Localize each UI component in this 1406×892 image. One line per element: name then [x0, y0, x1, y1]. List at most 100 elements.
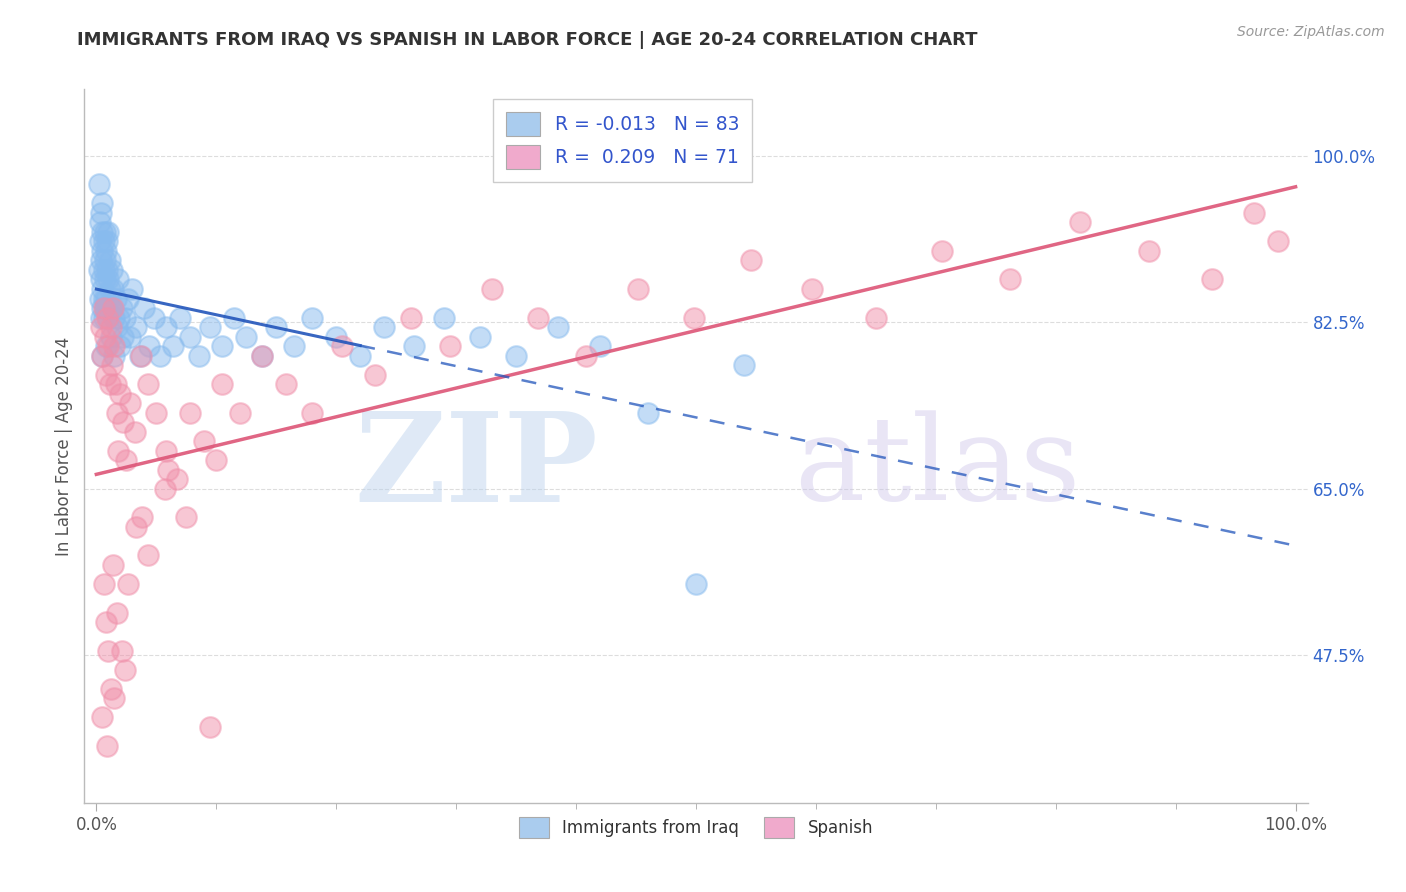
- Point: [733, 358, 755, 372]
- Point: [96, 235, 118, 249]
- Point: [124, 425, 146, 439]
- Point: [90, 253, 112, 268]
- Point: [105, 406, 128, 420]
- Point: [117, 292, 139, 306]
- Point: [104, 377, 127, 392]
- Point: [98, 253, 121, 268]
- Text: IMMIGRANTS FROM IRAQ VS SPANISH IN LABOR FORCE | AGE 20-24 CORRELATION CHART: IMMIGRANTS FROM IRAQ VS SPANISH IN LABOR…: [77, 31, 977, 49]
- Point: [1267, 235, 1289, 249]
- Point: [1201, 272, 1223, 286]
- Point: [101, 263, 124, 277]
- Point: [142, 310, 165, 325]
- Point: [105, 606, 128, 620]
- Point: [97, 310, 120, 325]
- Point: [91, 710, 114, 724]
- Point: [93, 310, 115, 325]
- Point: [90, 206, 112, 220]
- Point: [439, 339, 461, 353]
- Point: [91, 349, 114, 363]
- Point: [93, 577, 115, 591]
- Point: [110, 386, 132, 401]
- Point: [104, 292, 127, 306]
- Point: [264, 320, 287, 334]
- Point: [174, 510, 197, 524]
- Point: [96, 739, 118, 753]
- Point: [98, 282, 121, 296]
- Point: [91, 225, 114, 239]
- Point: [637, 406, 659, 420]
- Point: [129, 349, 152, 363]
- Point: [433, 310, 456, 325]
- Point: [131, 510, 153, 524]
- Point: [87, 178, 110, 192]
- Point: [157, 463, 180, 477]
- Point: [105, 320, 128, 334]
- Point: [229, 406, 252, 420]
- Point: [179, 329, 201, 343]
- Point: [250, 349, 273, 363]
- Point: [93, 225, 117, 239]
- Point: [100, 681, 122, 696]
- Point: [627, 282, 650, 296]
- Point: [589, 339, 612, 353]
- Point: [91, 301, 114, 315]
- Point: [94, 615, 117, 629]
- Point: [101, 301, 124, 315]
- Point: [1069, 215, 1091, 229]
- Point: [93, 272, 117, 286]
- Point: [205, 453, 228, 467]
- Point: [118, 396, 141, 410]
- Point: [188, 349, 211, 363]
- Point: [468, 329, 491, 343]
- Point: [1137, 244, 1160, 258]
- Point: [93, 235, 115, 249]
- Point: [103, 310, 125, 325]
- Point: [865, 310, 887, 325]
- Point: [107, 272, 129, 286]
- Point: [93, 329, 117, 343]
- Point: [235, 329, 257, 343]
- Point: [301, 310, 323, 325]
- Point: [110, 643, 132, 657]
- Point: [91, 349, 114, 363]
- Point: [404, 339, 426, 353]
- Point: [193, 434, 215, 449]
- Point: [87, 263, 110, 277]
- Point: [91, 282, 114, 296]
- Point: [685, 577, 707, 591]
- Point: [155, 320, 177, 334]
- Text: ZIP: ZIP: [354, 407, 598, 528]
- Point: [101, 282, 124, 296]
- Point: [250, 349, 273, 363]
- Point: [107, 443, 129, 458]
- Point: [94, 368, 117, 382]
- Point: [166, 472, 188, 486]
- Point: [97, 225, 120, 239]
- Point: [121, 282, 143, 296]
- Text: atlas: atlas: [794, 410, 1080, 524]
- Point: [114, 663, 136, 677]
- Point: [931, 244, 953, 258]
- Point: [98, 377, 121, 392]
- Point: [91, 196, 114, 211]
- Point: [100, 301, 122, 315]
- Point: [93, 263, 115, 277]
- Point: [89, 215, 111, 229]
- Point: [97, 643, 120, 657]
- Point: [211, 339, 233, 353]
- Point: [94, 244, 117, 258]
- Point: [136, 377, 159, 392]
- Point: [224, 310, 246, 325]
- Text: Source: ZipAtlas.com: Source: ZipAtlas.com: [1237, 25, 1385, 39]
- Point: [93, 292, 115, 306]
- Point: [373, 320, 395, 334]
- Point: [153, 482, 176, 496]
- Point: [363, 368, 385, 382]
- Point: [128, 349, 150, 363]
- Point: [155, 443, 177, 458]
- Point: [115, 453, 138, 467]
- Point: [111, 329, 134, 343]
- Point: [998, 272, 1021, 286]
- Point: [547, 320, 569, 334]
- Point: [200, 720, 222, 734]
